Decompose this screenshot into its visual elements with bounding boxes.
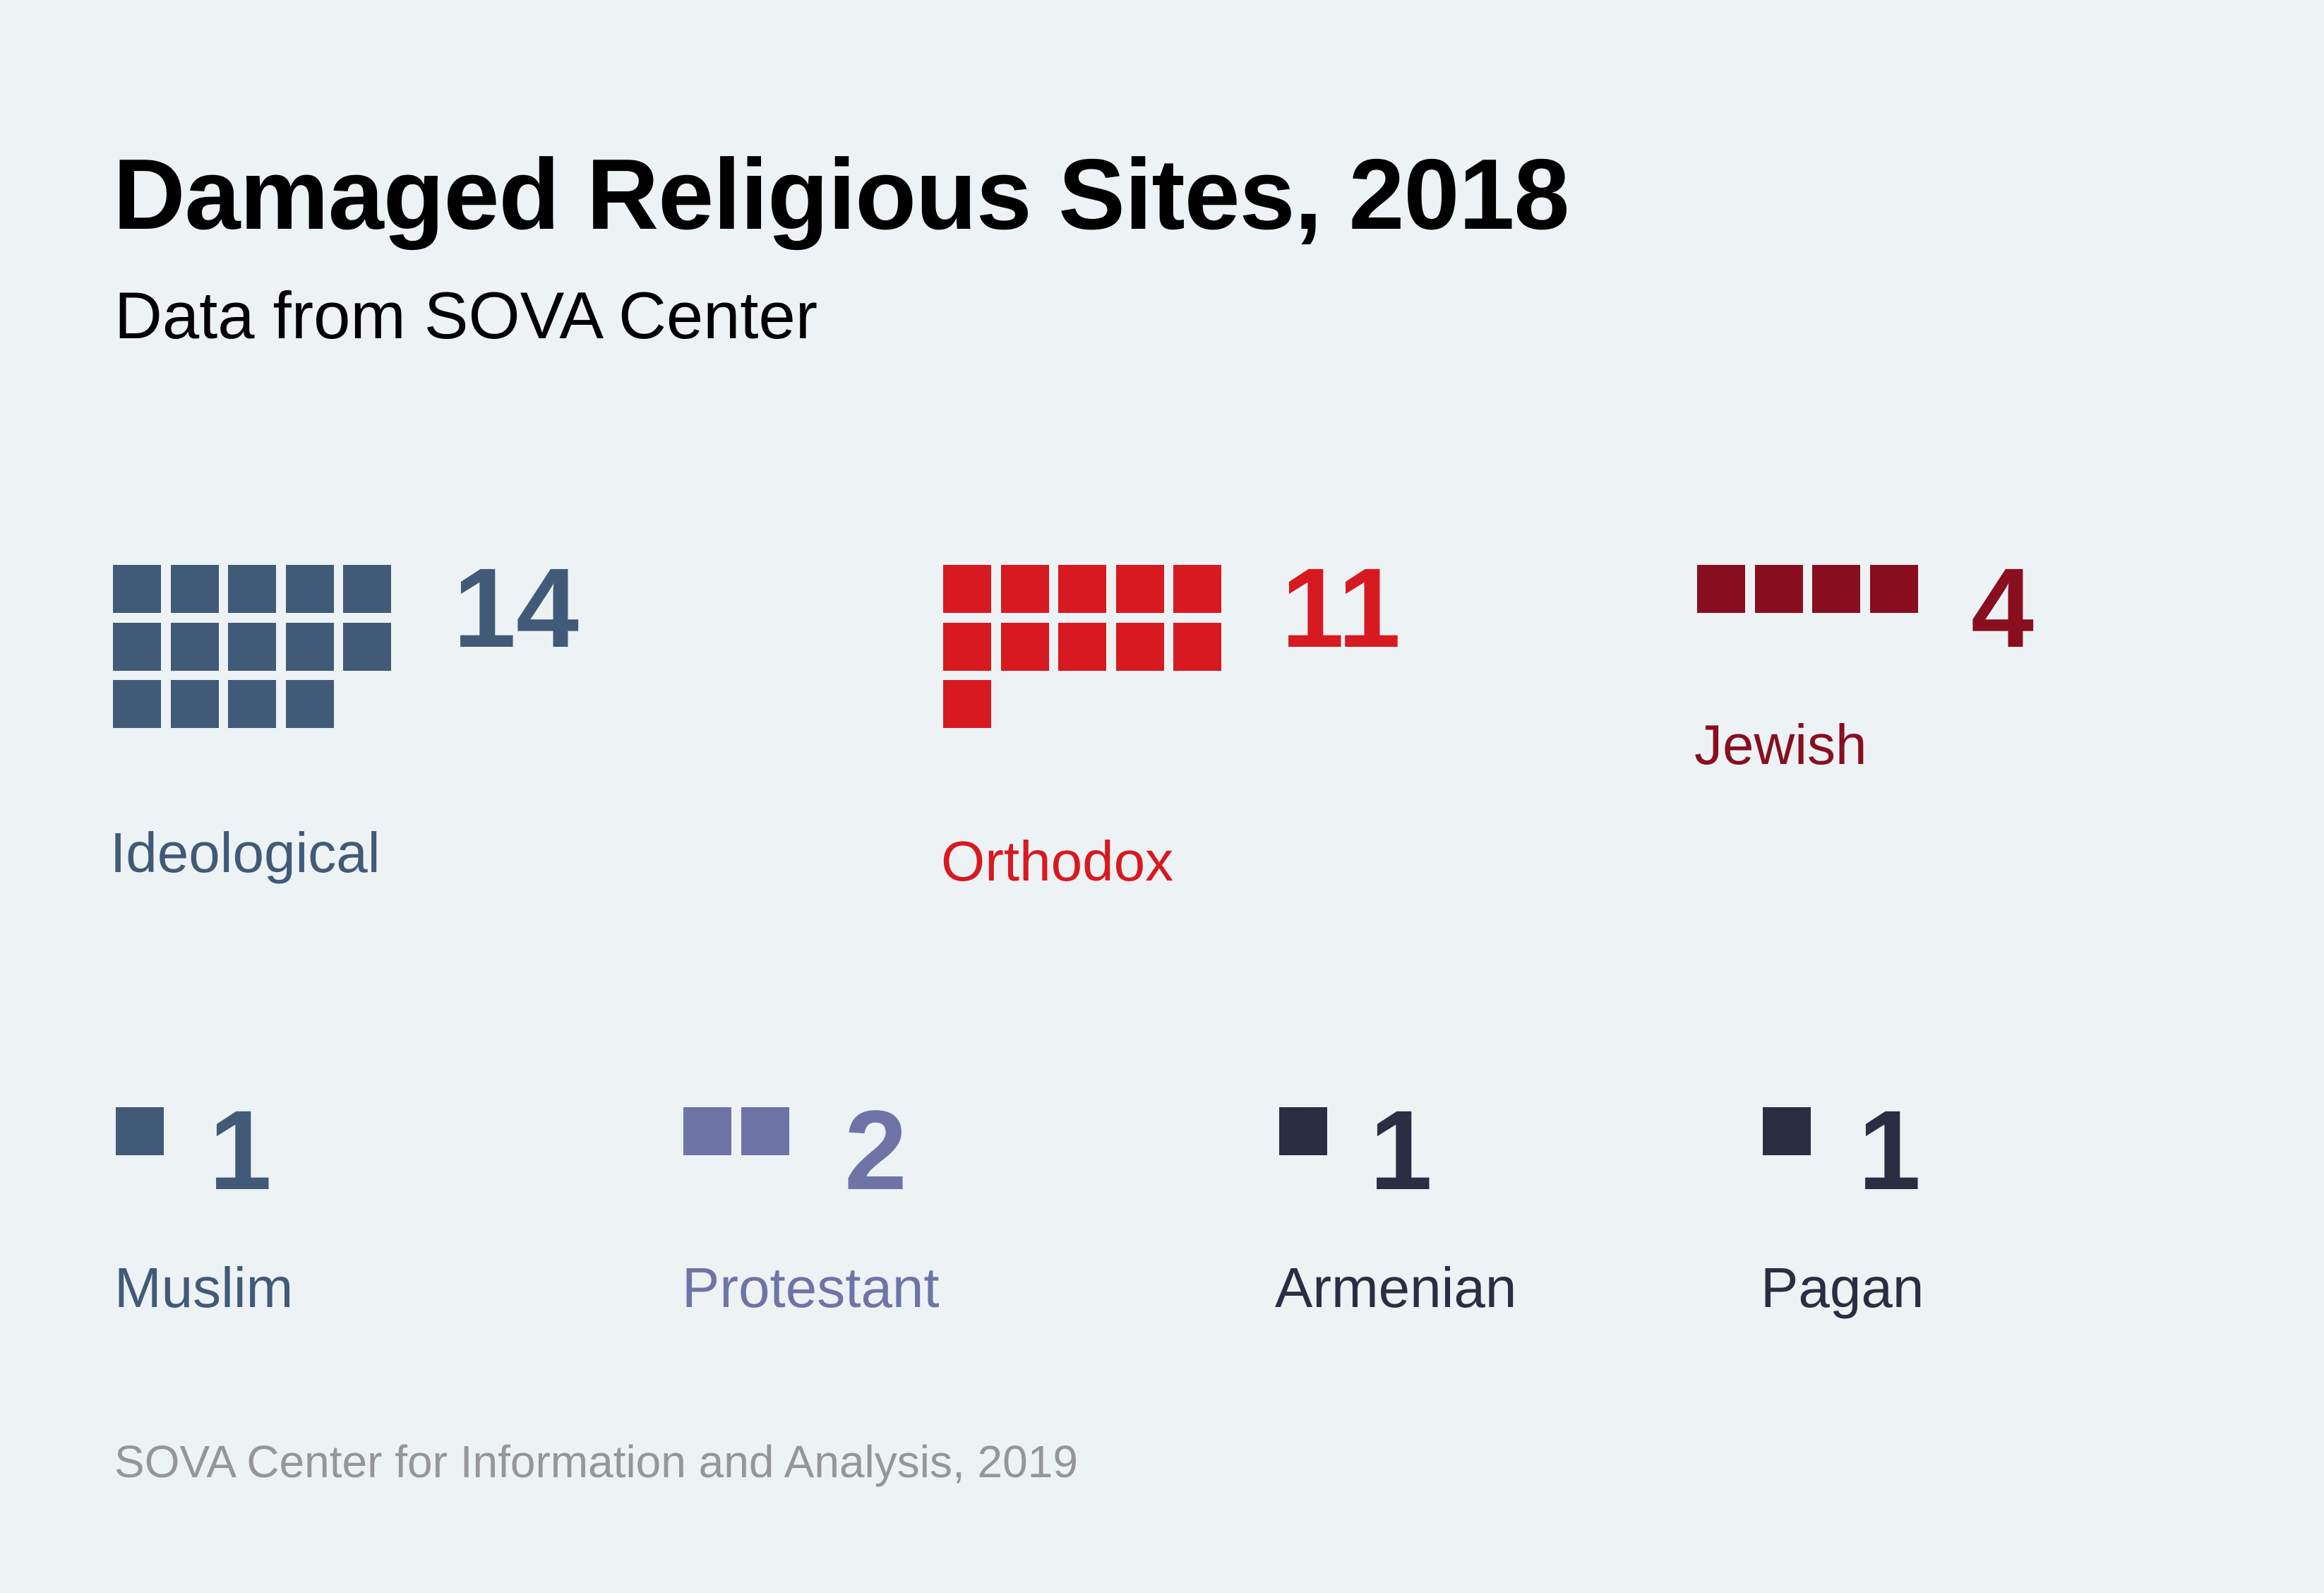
value-label-muslim: 1: [209, 1087, 272, 1213]
value-label-protestant: 2: [844, 1087, 907, 1213]
chart-subtitle: Data from SOVA Center: [114, 278, 818, 352]
waffle-square-ideological: [343, 623, 391, 671]
waffle-square-protestant: [683, 1107, 731, 1155]
value-label-orthodox: 11: [1281, 544, 1401, 671]
value-label-pagan: 1: [1858, 1087, 1921, 1213]
waffle-square-orthodox: [1116, 623, 1164, 671]
category-label-muslim: Muslim: [114, 1256, 294, 1319]
waffle-square-armenian: [1279, 1107, 1327, 1155]
waffle-square-ideological: [286, 680, 334, 728]
waffle-square-orthodox: [1173, 623, 1221, 671]
value-label-ideological: 14: [453, 544, 579, 671]
waffle-square-ideological: [113, 565, 161, 613]
value-label-armenian: 1: [1370, 1087, 1432, 1213]
waffle-square-protestant: [741, 1107, 789, 1155]
waffle-square-orthodox: [1058, 623, 1106, 671]
waffle-square-ideological: [171, 565, 219, 613]
waffle-square-jewish: [1697, 565, 1745, 613]
waffle-square-muslim: [116, 1107, 164, 1155]
waffle-square-orthodox: [1173, 565, 1221, 613]
waffle-square-ideological: [171, 680, 219, 728]
source-note: SOVA Center for Information and Analysis…: [114, 1436, 1078, 1487]
waffle-square-ideological: [228, 623, 276, 671]
waffle-square-ideological: [228, 680, 276, 728]
category-label-ideological: Ideological: [110, 821, 381, 884]
waffle-square-orthodox: [1058, 565, 1106, 613]
category-label-jewish: Jewish: [1694, 713, 1867, 776]
waffle-square-pagan: [1763, 1107, 1811, 1155]
category-label-orthodox: Orthodox: [941, 830, 1174, 893]
waffle-square-ideological: [286, 623, 334, 671]
waffle-square-orthodox: [943, 623, 991, 671]
category-label-armenian: Armenian: [1275, 1256, 1517, 1319]
waffle-square-ideological: [343, 565, 391, 613]
value-label-jewish: 4: [1971, 544, 2034, 671]
waffle-square-ideological: [286, 565, 334, 613]
waffle-square-ideological: [113, 623, 161, 671]
waffle-square-orthodox: [1116, 565, 1164, 613]
category-label-pagan: Pagan: [1761, 1256, 1924, 1319]
waffle-square-ideological: [113, 680, 161, 728]
chart-title: Damaged Religious Sites, 2018: [113, 138, 1569, 251]
waffle-square-orthodox: [1001, 565, 1049, 613]
waffle-square-jewish: [1755, 565, 1803, 613]
waffle-square-orthodox: [943, 565, 991, 613]
waffle-square-ideological: [171, 623, 219, 671]
waffle-square-orthodox: [943, 680, 991, 728]
category-label-protestant: Protestant: [682, 1256, 940, 1319]
waffle-square-jewish: [1870, 565, 1918, 613]
waffle-square-jewish: [1812, 565, 1860, 613]
waffle-square-ideological: [228, 565, 276, 613]
waffle-square-orthodox: [1001, 623, 1049, 671]
